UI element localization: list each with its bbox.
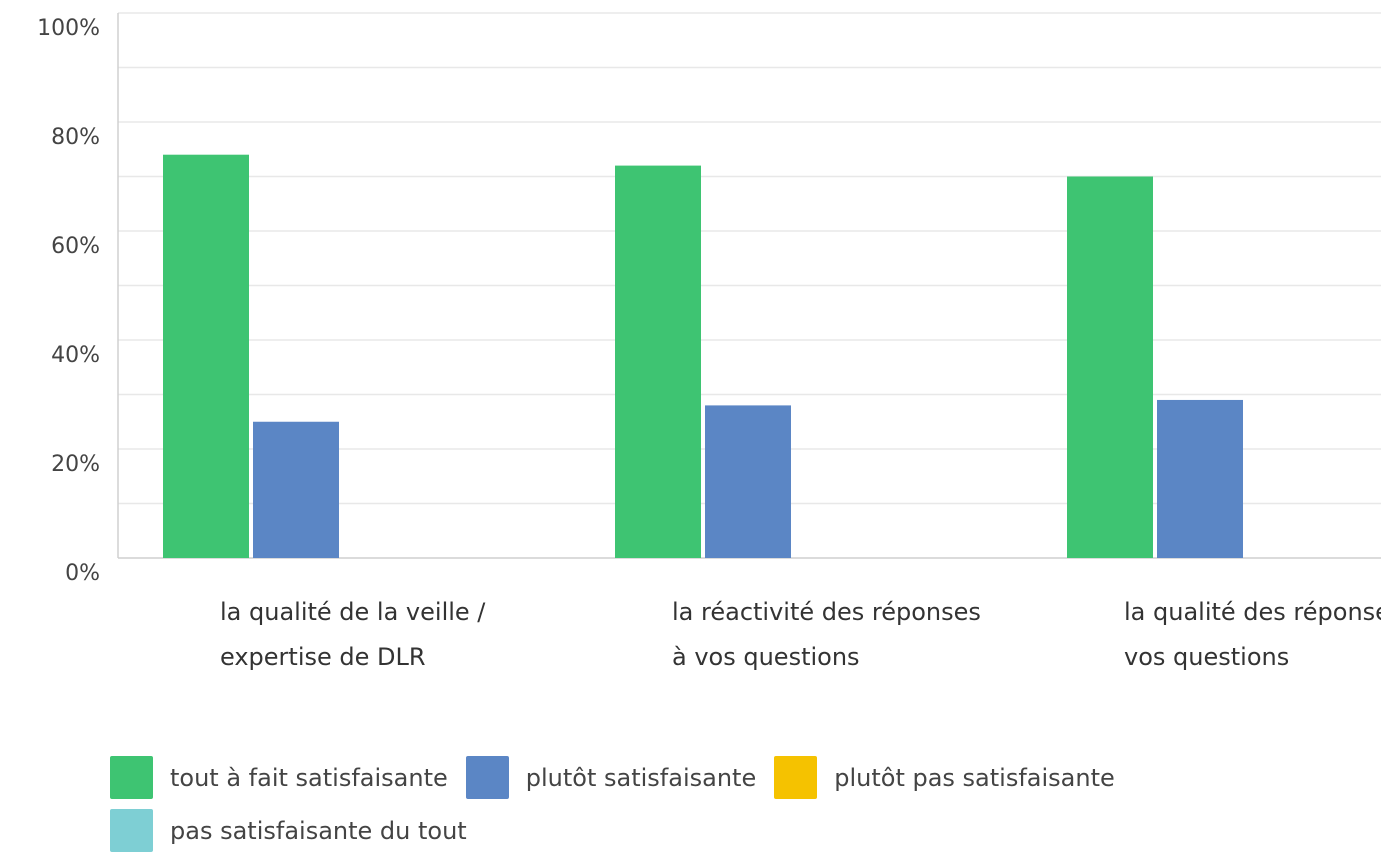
bar <box>163 154 249 558</box>
legend-label: plutôt pas satisfaisante <box>834 763 1115 792</box>
y-tick-label: 60% <box>51 234 100 259</box>
bar <box>705 405 791 558</box>
bar <box>253 421 339 558</box>
y-tick-label: 80% <box>51 125 100 150</box>
legend-label: pas satisfaisante du tout <box>170 816 467 845</box>
legend-label: plutôt satisfaisante <box>525 763 757 792</box>
x-tick-label: la qualité de la veille / expertise de D… <box>220 598 486 671</box>
y-tick-label: 0% <box>65 561 100 586</box>
legend: tout à fait satisfaisante plutôt satisfai… <box>110 756 1375 852</box>
legend-swatch <box>110 809 153 852</box>
bar <box>1157 399 1243 558</box>
bar <box>615 165 701 558</box>
legend-item: plutôt pas satisfaisante <box>774 756 1115 799</box>
y-tick-label: 40% <box>51 343 100 368</box>
legend-label: tout à fait satisfaisante <box>170 763 448 792</box>
legend-item: plutôt satisfaisante <box>465 756 757 799</box>
legend-swatch <box>110 756 153 799</box>
legend-item: pas satisfaisante du tout <box>110 809 467 852</box>
x-tick-label: la réactivité des réponses à vos questio… <box>672 598 981 671</box>
legend-swatch <box>774 756 818 799</box>
legend-item: tout à fait satisfaisante <box>110 756 448 799</box>
y-tick-label: 20% <box>51 452 100 477</box>
x-tick-label: la qualité des réponses à vos questions <box>1124 598 1381 671</box>
legend-swatch <box>465 756 509 799</box>
y-tick-label: 100% <box>37 16 100 41</box>
bar <box>1067 176 1153 558</box>
